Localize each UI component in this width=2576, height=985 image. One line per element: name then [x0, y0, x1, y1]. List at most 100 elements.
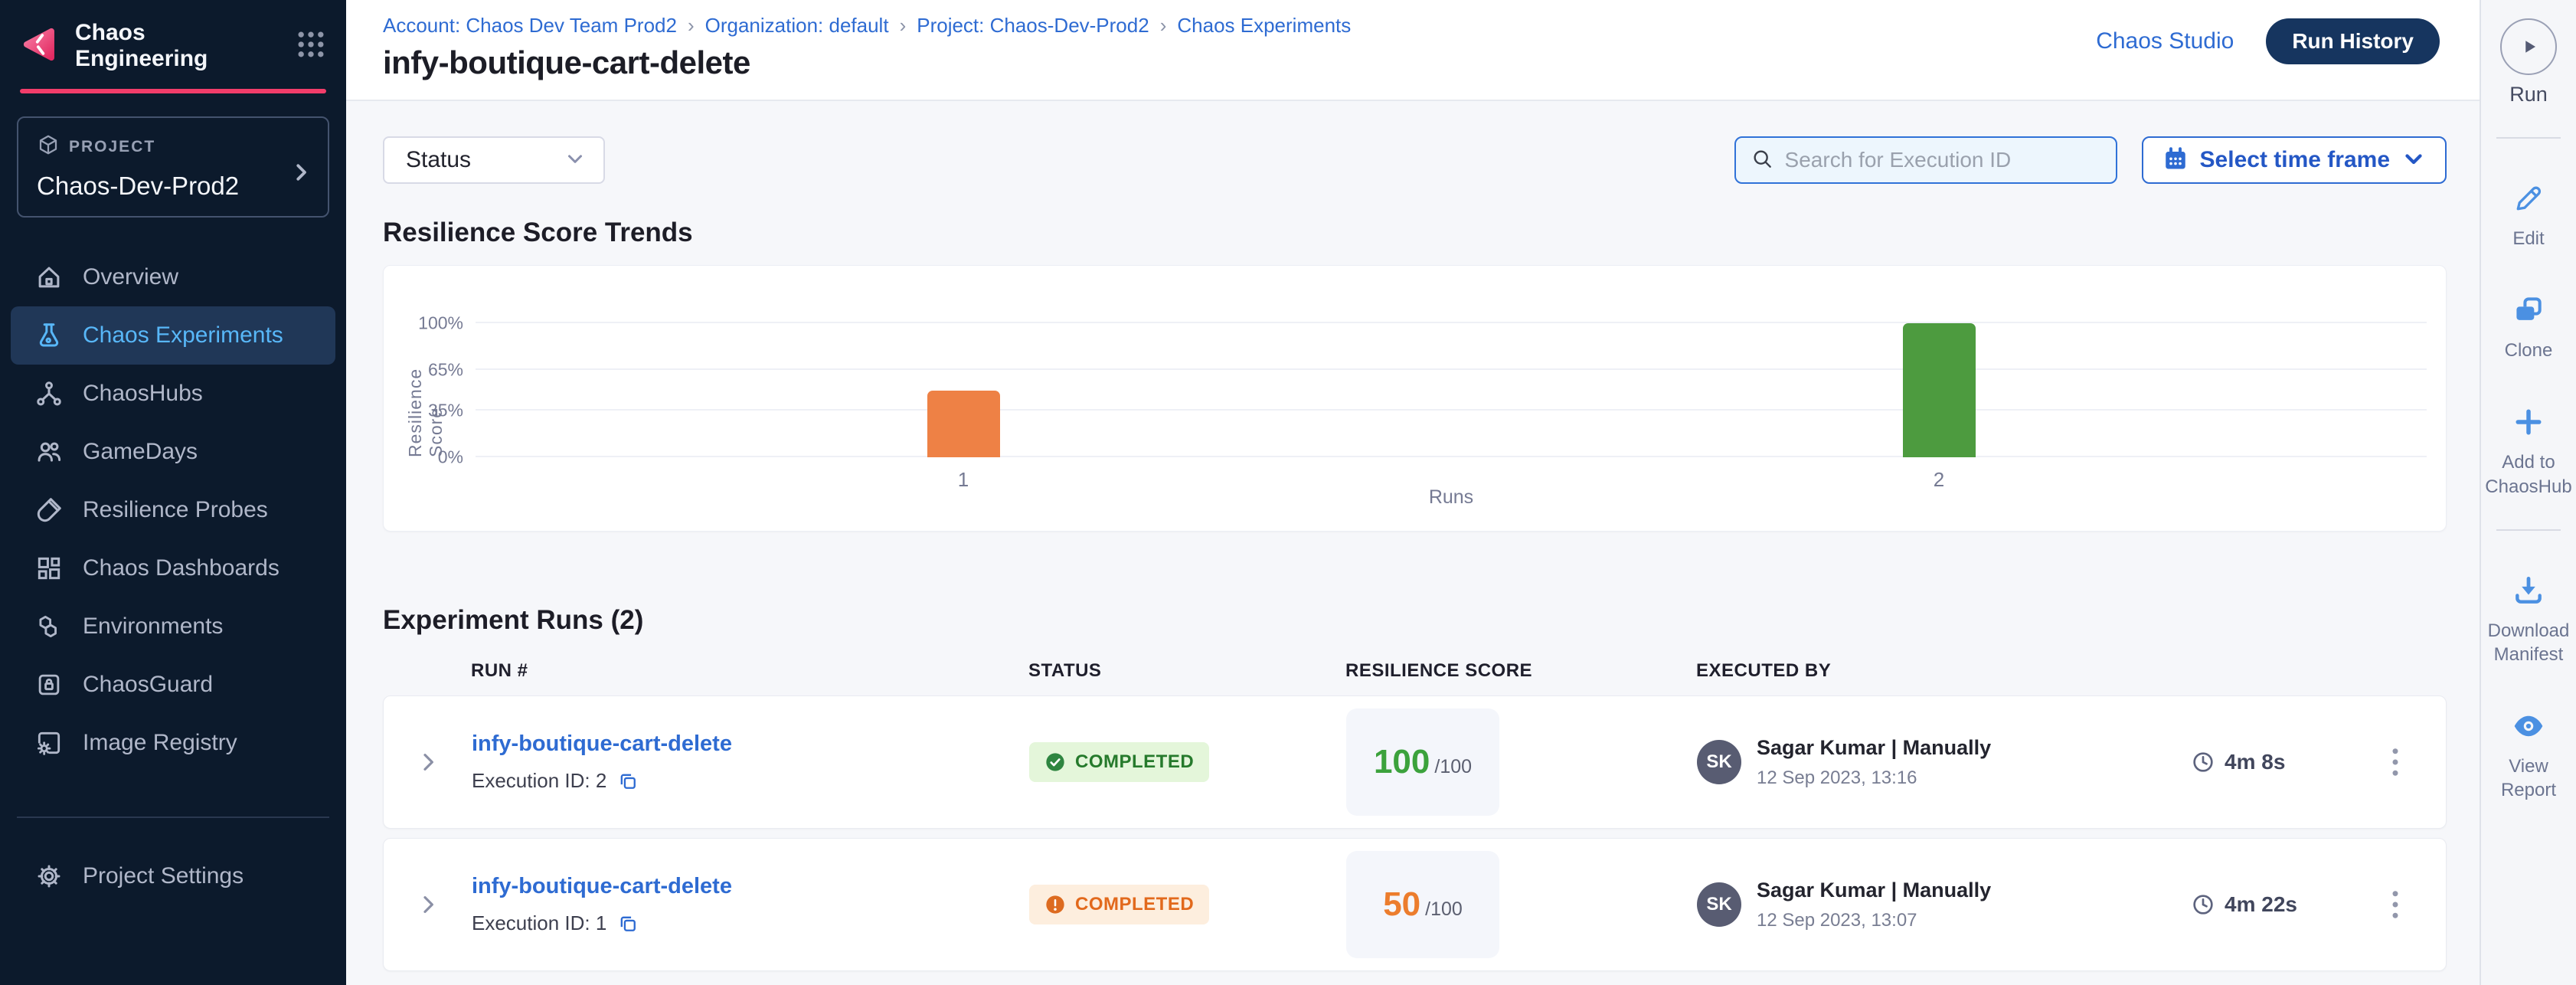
edit-label: Edit: [2512, 228, 2545, 249]
run-name-link[interactable]: infy-boutique-cart-delete: [472, 731, 732, 756]
sidebar-item-image-registry[interactable]: Image Registry: [11, 714, 335, 772]
executed-on-date: 12 Sep 2023, 13:16: [1757, 767, 1917, 788]
time-frame-label: Select time frame: [2199, 147, 2390, 172]
sidebar-item-resilience-probes[interactable]: Resilience Probes: [11, 481, 335, 539]
clone-label: Clone: [2504, 340, 2553, 362]
sidebar-item-gamedays[interactable]: GameDays: [11, 423, 335, 481]
breadcrumb-account-link[interactable]: Account: Chaos Dev Team Prod2: [383, 14, 677, 37]
column-header-status: STATUS: [1028, 660, 1102, 681]
y-axis-tick: 100%: [418, 313, 463, 333]
chaos-studio-link[interactable]: Chaos Studio: [2096, 28, 2234, 54]
gridline: [476, 456, 2427, 457]
home-icon: [34, 263, 64, 292]
score-denominator: /100: [1434, 755, 1473, 777]
executed-by-name: Sagar Kumar | Manually: [1757, 735, 1992, 759]
sidebar-item-chaos-experiments[interactable]: Chaos Experiments: [11, 306, 335, 365]
image-registry-gear-icon: [34, 728, 64, 758]
status-filter-label: Status: [406, 147, 472, 172]
chart-y-axis-label: Resilience Score: [405, 368, 446, 457]
sidebar-item-overview[interactable]: Overview: [11, 248, 335, 306]
bar-run-2[interactable]: [1902, 323, 1976, 457]
column-header-resilience-score: RESILIENCE SCORE: [1345, 660, 1533, 681]
bar-run-1[interactable]: [927, 390, 1000, 457]
y-axis-tick: 35%: [427, 400, 463, 421]
expand-row-chevron-icon[interactable]: [384, 750, 472, 774]
search-input[interactable]: [1784, 148, 2102, 172]
score-denominator: /100: [1425, 898, 1463, 920]
pencil-icon: [2512, 182, 2545, 219]
sidebar-item-chaosguard[interactable]: ChaosGuard: [11, 656, 335, 714]
execution-id: Execution ID: 2: [472, 769, 607, 792]
flask-icon: [34, 321, 64, 350]
add-to-chaoshub-button[interactable]: Add to ChaosHub: [2483, 405, 2574, 498]
page-title: infy-boutique-cart-delete: [383, 44, 750, 80]
module-accent-bar: [20, 89, 326, 93]
trends-plot: 0% 35% 65% 100% 1 2: [418, 313, 2427, 491]
run-duration: 4m 22s: [2191, 892, 2344, 917]
module-switcher-grid-icon[interactable]: [294, 28, 328, 65]
execution-id: Execution ID: 1: [472, 911, 607, 934]
project-label: PROJECT: [69, 138, 156, 155]
chevron-right-icon: [289, 161, 312, 188]
table-row-execution-1: infy-boutique-cart-delete Execution ID: …: [383, 838, 2447, 971]
gear-icon: [34, 862, 64, 891]
runs-table-header: RUN # STATUS RESILIENCE SCORE EXECUTED B…: [383, 656, 2447, 686]
left-nav-sidebar: Chaos Engineering PROJECT Chaos-Dev-Prod…: [0, 0, 346, 985]
copy-icon[interactable]: [617, 913, 639, 934]
x-axis-tick: 2: [1933, 468, 1945, 491]
run-duration: 4m 8s: [2191, 750, 2344, 774]
resilience-score-box: 50 /100: [1346, 851, 1499, 958]
clock-icon: [2193, 752, 2213, 772]
run-button[interactable]: [2500, 18, 2557, 75]
time-frame-select[interactable]: Select time frame: [2141, 136, 2447, 184]
project-name: Chaos-Dev-Prod2: [37, 172, 240, 200]
expand-row-chevron-icon[interactable]: [384, 892, 472, 917]
x-axis-tick: 1: [957, 468, 969, 491]
clone-button[interactable]: Clone: [2483, 293, 2574, 362]
edit-button[interactable]: Edit: [2483, 182, 2574, 250]
breadcrumb: Account: Chaos Dev Team Prod2 › Organiza…: [383, 14, 1351, 38]
download-icon: [2512, 574, 2545, 611]
app-title: Chaos Engineering: [75, 20, 208, 71]
sidebar-item-environments[interactable]: Environments: [11, 597, 335, 656]
score-value: 100: [1373, 743, 1430, 780]
status-badge: COMPLETED: [1029, 885, 1210, 924]
copy-icon[interactable]: [617, 771, 639, 792]
view-report-label: View Report: [2500, 756, 2557, 801]
hexagons-icon: [34, 612, 64, 641]
status-filter-select[interactable]: Status: [383, 136, 605, 184]
gridline: [476, 408, 2427, 411]
score-value: 50: [1383, 885, 1421, 923]
status-badge: COMPLETED: [1029, 742, 1210, 782]
exclamation-circle-icon: [1046, 895, 1064, 914]
y-axis-tick: 65%: [427, 359, 463, 380]
test-tube-icon: [34, 496, 64, 525]
check-circle-icon: [1046, 753, 1064, 771]
search-icon: [1750, 146, 1774, 175]
sidebar-divider: [17, 816, 329, 818]
resilience-trends-chart: Resilience Score 0% 35% 65% 100% 1 2 Runs: [383, 265, 2447, 532]
row-menu-kebab-icon[interactable]: [2344, 745, 2446, 779]
run-name-link[interactable]: infy-boutique-cart-delete: [472, 874, 732, 898]
breadcrumb-org-link[interactable]: Organization: default: [704, 14, 889, 37]
sidebar-item-label: Resilience Probes: [83, 497, 268, 522]
chevron-separator-icon: ›: [1159, 14, 1167, 37]
view-report-button[interactable]: View Report: [2483, 709, 2574, 802]
sidebar-item-label: Project Settings: [83, 863, 244, 888]
run-history-button[interactable]: Run History: [2266, 18, 2440, 64]
sidebar-item-project-settings[interactable]: Project Settings: [11, 847, 335, 905]
sidebar-item-chaoshubs[interactable]: ChaosHubs: [11, 365, 335, 423]
run-button-label: Run: [2509, 83, 2548, 106]
clock-icon: [2193, 895, 2213, 915]
resilience-score-box: 100 /100: [1346, 708, 1499, 816]
table-row-execution-2: infy-boutique-cart-delete Execution ID: …: [383, 695, 2447, 829]
harness-chaos-logo-icon: [20, 25, 60, 68]
download-manifest-button[interactable]: Download Manifest: [2483, 574, 2574, 666]
breadcrumb-project-link[interactable]: Project: Chaos-Dev-Prod2: [917, 14, 1149, 37]
breadcrumb-experiments-link[interactable]: Chaos Experiments: [1177, 14, 1352, 37]
executed-by-name: Sagar Kumar | Manually: [1757, 878, 1992, 902]
row-menu-kebab-icon[interactable]: [2344, 888, 2446, 921]
download-manifest-label: Download Manifest: [2487, 620, 2570, 665]
sidebar-item-chaos-dashboards[interactable]: Chaos Dashboards: [11, 539, 335, 597]
project-selector[interactable]: PROJECT Chaos-Dev-Prod2: [17, 116, 329, 218]
